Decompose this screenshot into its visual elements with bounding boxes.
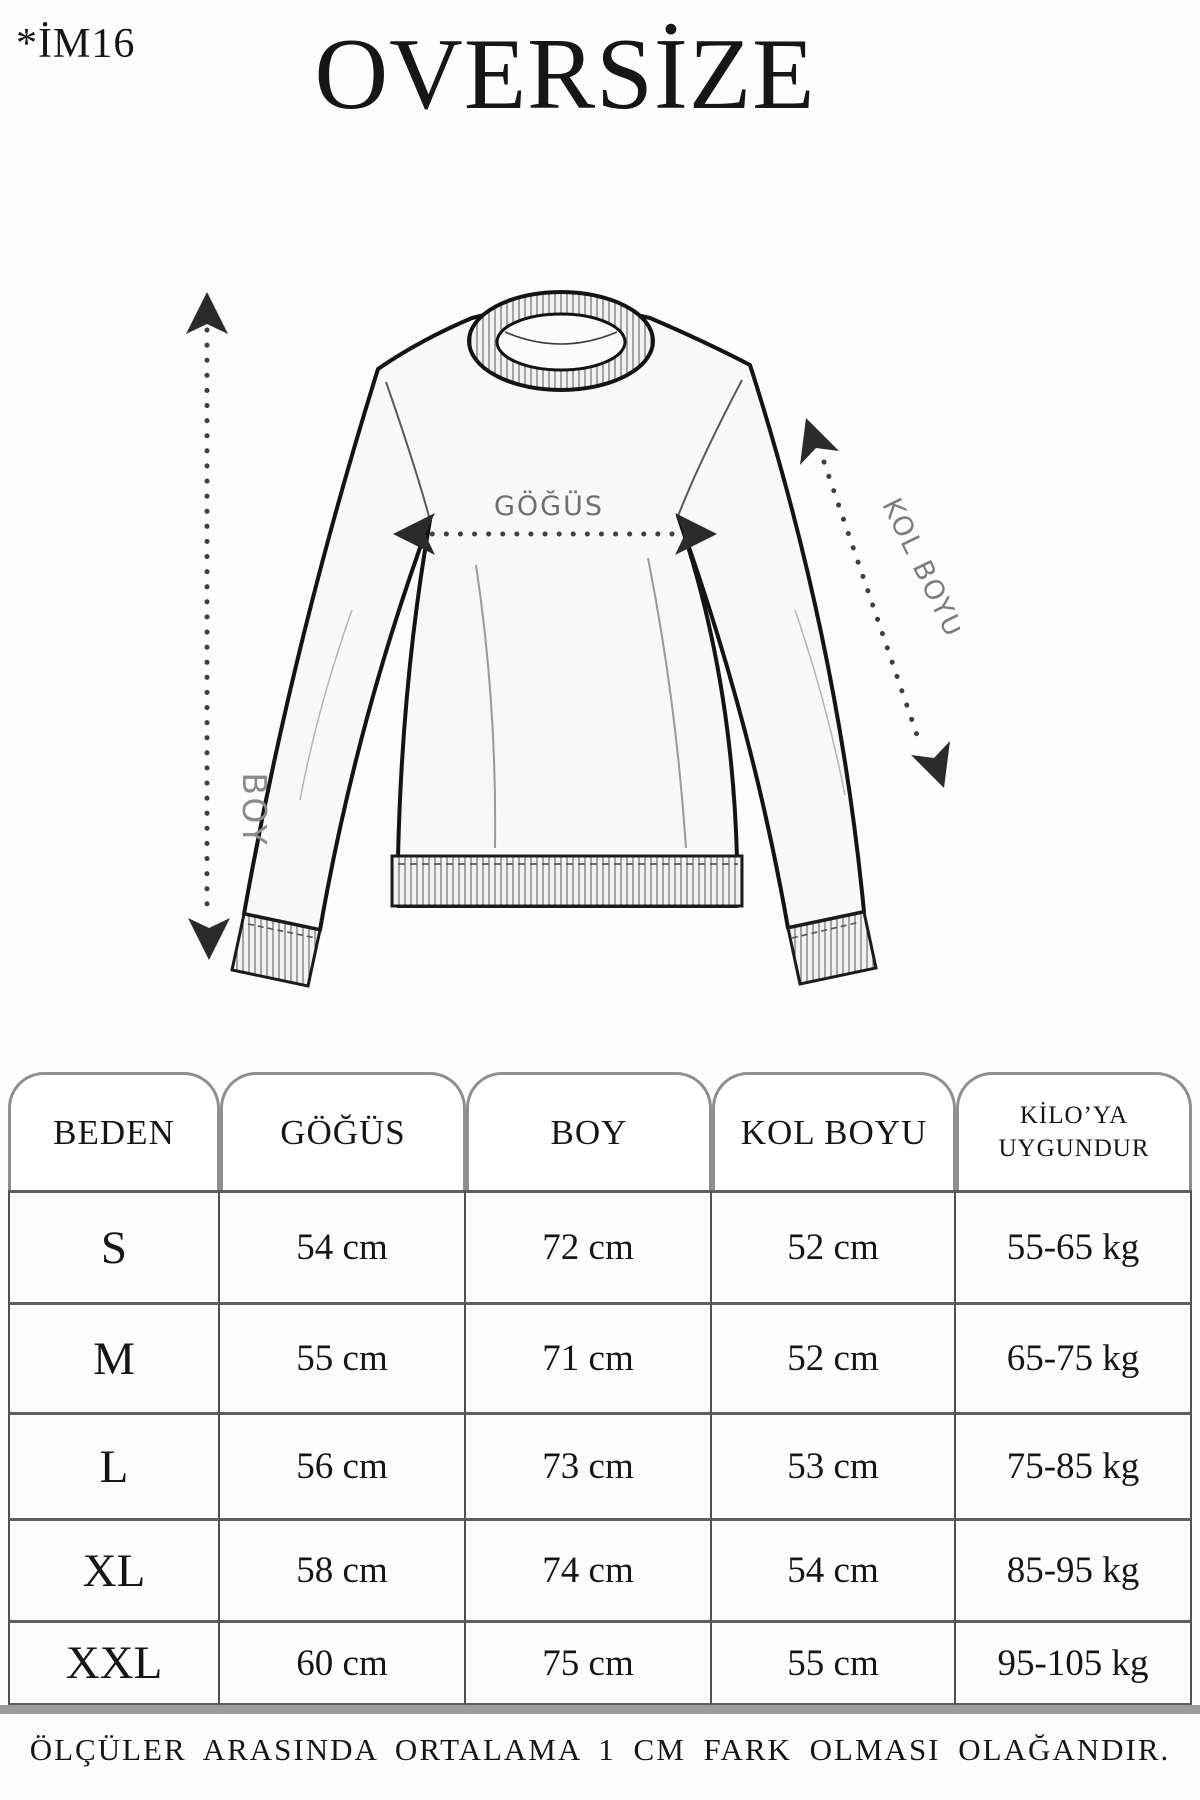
page-title: OVERSİZE <box>314 18 816 131</box>
column-header-chest: GÖĞÜS <box>220 1072 466 1190</box>
sleeve-crease-left <box>299 609 353 801</box>
cell-weight-m: 65-75 kg <box>956 1302 1192 1412</box>
chest-label: GÖĞÜS <box>494 490 604 522</box>
cell-length-xl: 74 cm <box>466 1518 712 1620</box>
sleeve-crease-right <box>794 609 846 796</box>
length-arrow <box>186 292 230 960</box>
product-code: *İM16 <box>16 21 136 67</box>
sweatshirt-sketch: BOY GÖĞÜS KOL BOYU <box>186 290 970 988</box>
cell-size-xxl: XXL <box>8 1620 220 1706</box>
hem-rib <box>390 854 744 908</box>
cell-length-l: 73 cm <box>466 1412 712 1518</box>
cell-length-s: 72 cm <box>466 1190 712 1302</box>
cell-sleeve-xxl: 55 cm <box>712 1620 956 1706</box>
cell-chest-s: 54 cm <box>220 1190 466 1302</box>
cell-weight-l: 75-85 kg <box>956 1412 1192 1518</box>
back-neck-line <box>504 331 618 345</box>
collar-opening <box>495 312 627 372</box>
cell-size-l: L <box>8 1412 220 1518</box>
cell-chest-l: 56 cm <box>220 1412 466 1518</box>
chest-arrow <box>393 513 717 555</box>
cell-length-m: 71 cm <box>466 1302 712 1412</box>
cell-size-s: S <box>8 1190 220 1302</box>
cell-sleeve-xl: 54 cm <box>712 1518 956 1620</box>
right-cuff <box>786 910 878 986</box>
sweatshirt-body <box>242 305 866 932</box>
cell-chest-m: 55 cm <box>220 1302 466 1412</box>
right-armhole-seam <box>677 379 743 517</box>
body-crease-right <box>647 557 687 849</box>
left-cuff <box>230 912 322 988</box>
cell-weight-xxl: 95-105 kg <box>956 1620 1192 1706</box>
cell-length-xxl: 75 cm <box>466 1620 712 1706</box>
left-armhole-seam <box>385 381 431 521</box>
size-table: BEDEN GÖĞÜS BOY KOL BOYU KİLO’YA UYGUNDU… <box>8 1072 1192 1706</box>
cell-sleeve-m: 52 cm <box>712 1302 956 1412</box>
column-header-length: BOY <box>466 1072 712 1190</box>
cell-chest-xl: 58 cm <box>220 1518 466 1620</box>
cell-weight-xl: 85-95 kg <box>956 1518 1192 1620</box>
column-header-weight: KİLO’YA UYGUNDUR <box>956 1072 1192 1190</box>
column-header-size: BEDEN <box>8 1072 220 1190</box>
cell-sleeve-s: 52 cm <box>712 1190 956 1302</box>
table-bottom-bar <box>0 1705 1200 1714</box>
sleeve-arrow <box>800 418 950 788</box>
left-cuff-stitch <box>247 923 317 939</box>
cell-sleeve-l: 53 cm <box>712 1412 956 1518</box>
cell-chest-xxl: 60 cm <box>220 1620 466 1706</box>
sleeve-label: KOL BOYU <box>876 494 960 643</box>
right-cuff-stitch <box>791 921 861 939</box>
cell-size-m: M <box>8 1302 220 1412</box>
column-header-sleeve: KOL BOYU <box>712 1072 956 1190</box>
cell-weight-s: 55-65 kg <box>956 1190 1192 1302</box>
length-label: BOY <box>235 772 274 847</box>
body-crease-left <box>475 564 497 849</box>
tolerance-note: ÖLÇÜLER ARASINDA ORTALAMA 1 CM FARK OLMA… <box>29 1732 1171 1767</box>
sweatshirt-diagram: BOY GÖĞÜS KOL BOYU <box>150 240 970 1010</box>
cell-size-xl: XL <box>8 1518 220 1620</box>
